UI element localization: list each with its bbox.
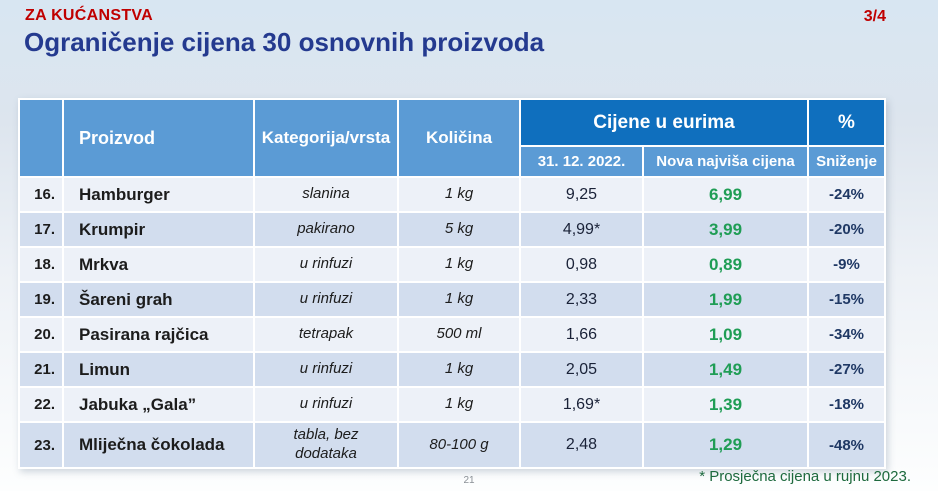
product-quantity: 1 kg (397, 351, 521, 388)
product-category: slanina (253, 176, 399, 213)
price-old: 2,33 (519, 281, 644, 318)
product-quantity: 1 kg (397, 386, 521, 423)
product-name: Šareni grah (62, 281, 255, 318)
price-new-max: 6,99 (642, 176, 809, 213)
product-category: u rinfuzi (253, 351, 399, 388)
product-name: Mrkva (62, 246, 255, 283)
product-quantity: 1 kg (397, 281, 521, 318)
row-number: 21. (18, 351, 64, 388)
price-old: 2,05 (519, 351, 644, 388)
table-row: 16. Hamburger slanina 1 kg 9,25 6,99 -24% (18, 176, 886, 213)
row-number: 22. (18, 386, 64, 423)
price-old: 2,48 (519, 421, 644, 469)
row-number: 20. (18, 316, 64, 353)
table-row: 17. Krumpir pakirano 5 kg 4,99* 3,99 -20% (18, 211, 886, 248)
product-quantity: 1 kg (397, 246, 521, 283)
row-number: 17. (18, 211, 64, 248)
header-product: Proizvod (62, 98, 255, 178)
product-quantity: 80-100 g (397, 421, 521, 469)
header-discount: Sniženje (807, 145, 886, 178)
price-table: Proizvod Kategorija/vrsta Količina Cijen… (18, 98, 886, 469)
price-new-max: 3,99 (642, 211, 809, 248)
header-prices-group: Cijene u eurima (519, 98, 809, 147)
product-category: tabla, bez dodataka (253, 421, 399, 469)
discount-percent: -34% (807, 316, 886, 353)
table-row: 21. Limun u rinfuzi 1 kg 2,05 1,49 -27% (18, 351, 886, 388)
discount-percent: -20% (807, 211, 886, 248)
price-old: 1,66 (519, 316, 644, 353)
product-name: Pasirana rajčica (62, 316, 255, 353)
header-category: Kategorija/vrsta (253, 98, 399, 178)
product-category: tetrapak (253, 316, 399, 353)
product-name: Hamburger (62, 176, 255, 213)
product-name: Mliječna čokolada (62, 421, 255, 469)
discount-percent: -9% (807, 246, 886, 283)
row-number: 23. (18, 421, 64, 469)
slide-eyebrow: ZA KUĆANSTVA (25, 7, 154, 24)
price-old: 4,99* (519, 211, 644, 248)
product-quantity: 500 ml (397, 316, 521, 353)
page-indicator: 3/4 (863, 8, 886, 25)
table-body: 16. Hamburger slanina 1 kg 9,25 6,99 -24% 17. Kr… (18, 176, 886, 469)
table-row: 23. Mliječna čokolada tabla, bez dodataka 8… (18, 421, 886, 469)
product-name: Jabuka „Gala” (62, 386, 255, 423)
table-row: 18. Mrkva u rinfuzi 1 kg 0,98 0,89 -9% (18, 246, 886, 283)
price-new-max: 1,29 (642, 421, 809, 469)
product-category: pakirano (253, 211, 399, 248)
table-header: Proizvod Kategorija/vrsta Količina Cijen… (18, 98, 886, 178)
header-percent-group: % (807, 98, 886, 147)
discount-percent: -15% (807, 281, 886, 318)
header-old-price: 31. 12. 2022. (519, 145, 644, 178)
product-name: Limun (62, 351, 255, 388)
table-row: 20. Pasirana rajčica tetrapak 500 ml 1,66 1,0… (18, 316, 886, 353)
price-old: 0,98 (519, 246, 644, 283)
row-number: 16. (18, 176, 64, 213)
product-category: u rinfuzi (253, 281, 399, 318)
page-number: 21 (463, 475, 475, 486)
header-quantity: Količina (397, 98, 521, 178)
product-quantity: 1 kg (397, 176, 521, 213)
footnote: * Prosječna cijena u rujnu 2023. (699, 468, 911, 485)
price-new-max: 1,39 (642, 386, 809, 423)
product-category: u rinfuzi (253, 386, 399, 423)
page-title: Ograničenje cijena 30 osnovnih proizvoda (24, 27, 545, 57)
discount-percent: -27% (807, 351, 886, 388)
discount-percent: -48% (807, 421, 886, 469)
price-new-max: 1,49 (642, 351, 809, 388)
price-old: 9,25 (519, 176, 644, 213)
price-new-max: 1,99 (642, 281, 809, 318)
header-new-price: Nova najviša cijena (642, 145, 809, 178)
discount-percent: -24% (807, 176, 886, 213)
price-new-max: 0,89 (642, 246, 809, 283)
table-row: 22. Jabuka „Gala” u rinfuzi 1 kg 1,69* 1,39 -1… (18, 386, 886, 423)
header-row-number (18, 98, 64, 178)
price-old: 1,69* (519, 386, 644, 423)
product-name: Krumpir (62, 211, 255, 248)
discount-percent: -18% (807, 386, 886, 423)
price-new-max: 1,09 (642, 316, 809, 353)
row-number: 18. (18, 246, 64, 283)
table-row: 19. Šareni grah u rinfuzi 1 kg 2,33 1,99 -15% (18, 281, 886, 318)
product-quantity: 5 kg (397, 211, 521, 248)
row-number: 19. (18, 281, 64, 318)
product-category: u rinfuzi (253, 246, 399, 283)
